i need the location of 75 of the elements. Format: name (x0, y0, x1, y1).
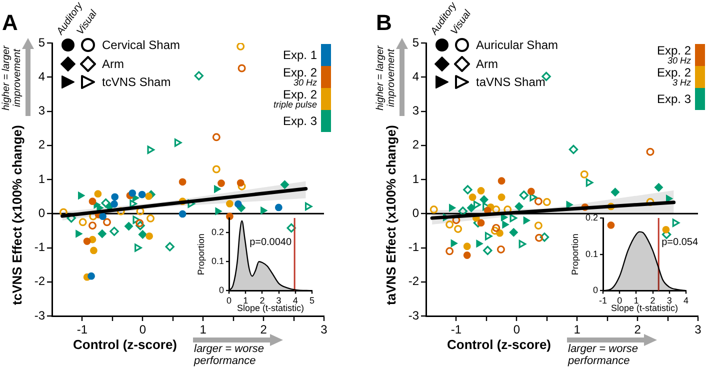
y-axis-title: taVNS Effect (x100% change) (384, 125, 398, 305)
x-tick-label: 1 (574, 322, 581, 337)
y-axis-title: Proportion (570, 234, 580, 276)
chart-title: B (376, 10, 392, 35)
x-tick-label: 0 (226, 296, 232, 306)
y-tick-label: 0.2 (585, 212, 598, 222)
text: larger = worse performance (194, 343, 266, 367)
y-tick-label: -2 (408, 274, 420, 288)
x-tick-label: -1 (450, 322, 462, 337)
y-tick-label: -2 (34, 274, 46, 288)
annotation: Arm (476, 56, 498, 70)
annotation: Exp. 2 3 Hz (656, 66, 691, 88)
x-tick-label: 4 (683, 296, 689, 306)
text: higher = larger improvement (1, 44, 23, 112)
y-tick-label: -1 (408, 240, 420, 254)
x-tick-label: 2 (260, 296, 265, 306)
x-axis-title: Control (z-score) (447, 337, 551, 352)
y-tick-label: 5 (38, 35, 46, 50)
y-tick-label: 1 (38, 172, 46, 186)
x-tick-label: 0 (139, 322, 146, 337)
y-tick-label: -1 (34, 240, 46, 254)
y-tick-label: 0.1 (585, 248, 598, 259)
x-tick-label: 2 (634, 322, 642, 337)
x-tick-label: -1 (598, 296, 608, 306)
y-tick-label: 0.2 (211, 227, 224, 238)
y-tick-label: 0 (592, 285, 598, 296)
text: larger = worse performance (568, 343, 640, 367)
x-tick-label: -1 (76, 322, 88, 337)
x-tick-label: 1 (243, 296, 248, 306)
x-axis-title: Slope (t-statistic) (610, 303, 678, 314)
y-axis-title: tcVNS Effect (x100% change) (10, 125, 24, 305)
y-tick-label: 4 (412, 69, 420, 84)
annotation: Exp. 2 triple pulse (273, 88, 317, 110)
y-tick-label: 2 (38, 138, 46, 152)
y-tick-label: 0 (218, 285, 224, 296)
y-tick-label: -3 (408, 308, 420, 322)
y-tick-label: -3 (34, 308, 46, 322)
x-tick-label: 1 (200, 322, 207, 337)
annotation: Exp. 2 30 Hz (282, 66, 317, 88)
annotation: taVNS Sham (476, 75, 546, 89)
text: higher = larger improvement (375, 44, 397, 112)
x-tick-label: 1 (634, 296, 639, 306)
x-axis-title: Control (z-score) (73, 337, 177, 352)
x-tick-label: 0 (617, 296, 622, 306)
x-tick-label: 3 (694, 322, 702, 337)
annotation: Exp. 1 (282, 48, 317, 62)
x-tick-label: 5 (309, 296, 315, 306)
annotation: Arm (102, 56, 124, 70)
y-tick-label: 2 (412, 138, 420, 152)
x-tick-label: 2 (260, 322, 268, 337)
x-tick-label: 0 (513, 322, 520, 337)
y-tick-label: 3 (412, 104, 420, 118)
annotation: Auricular Sham (476, 38, 558, 52)
annotation: p=0.0040 (250, 236, 292, 248)
x-tick-label: 4 (292, 296, 298, 306)
annotation: Exp. 3 (282, 114, 317, 128)
x-axis-title: Slope (t-statistic) (236, 303, 304, 314)
y-tick-label: 4 (38, 69, 46, 84)
annotation: p=0.054 (662, 236, 698, 248)
y-tick-label: 5 (412, 35, 420, 50)
y-tick-label: 0 (412, 206, 420, 220)
x-tick-label: 3 (320, 322, 328, 337)
annotation: Exp. 3 (656, 92, 691, 106)
x-tick-label: 2 (650, 296, 656, 306)
chart-title: A (2, 10, 18, 35)
y-tick-label: 3 (38, 104, 46, 118)
annotation: tcVNS Sham (102, 75, 171, 89)
y-tick-label: 0 (38, 206, 46, 220)
annotation: Exp. 2 30 Hz (656, 44, 691, 66)
x-tick-label: 3 (666, 296, 672, 306)
y-axis-title: Proportion (196, 234, 206, 276)
annotation: Cervical Sham (102, 38, 180, 52)
y-tick-label: 0.1 (211, 256, 224, 266)
y-tick-label: 1 (412, 172, 420, 186)
x-tick-label: 3 (276, 296, 282, 306)
